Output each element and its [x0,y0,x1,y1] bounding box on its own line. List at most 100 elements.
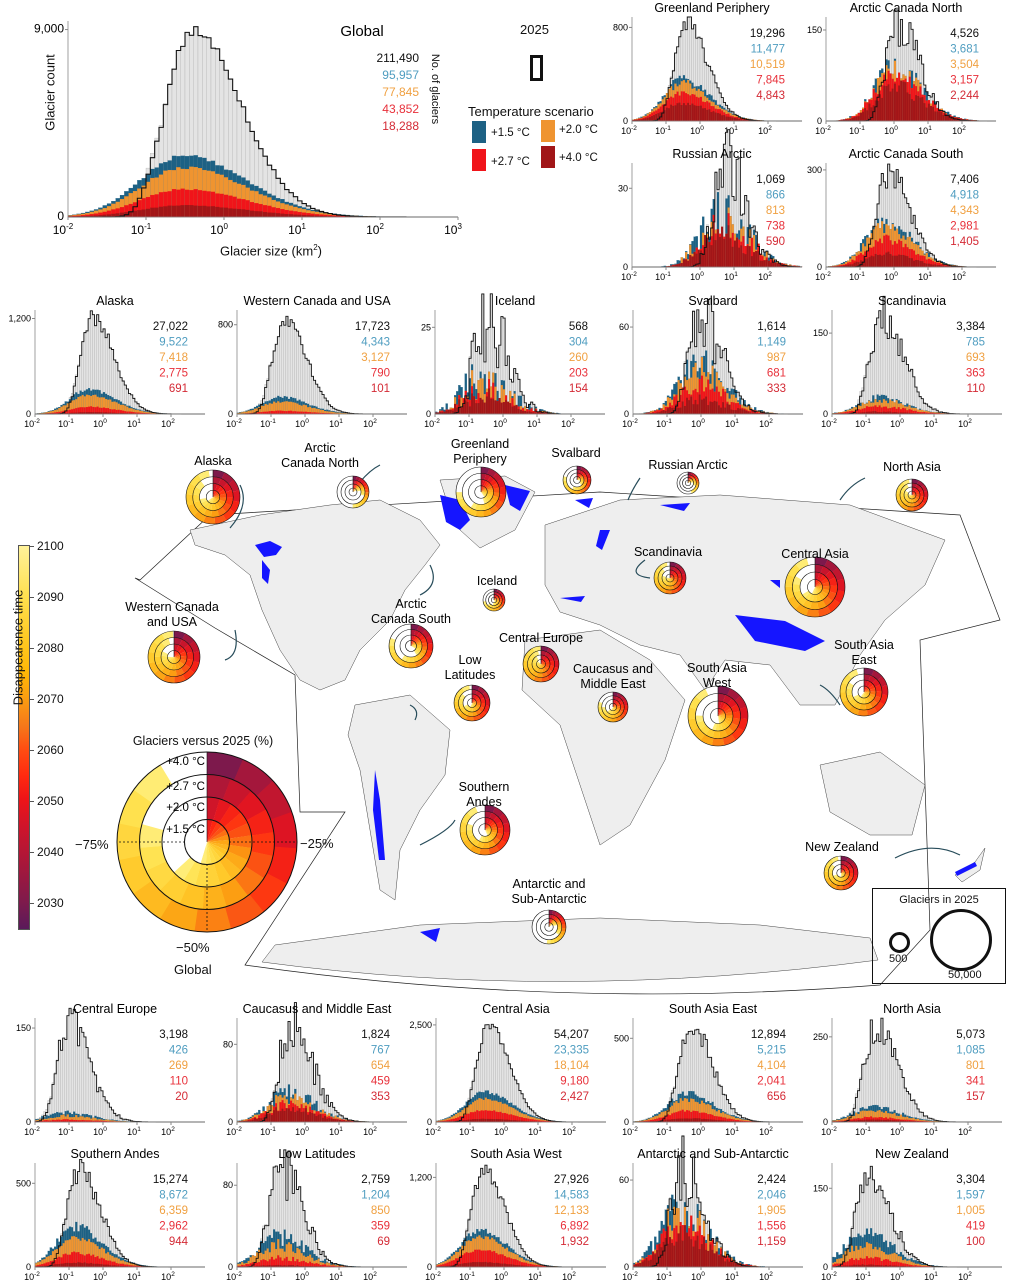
bar-scenario-4-0 [485,396,489,415]
bar-scenario-4-0 [691,103,694,122]
bar-scenario-4-0 [141,209,147,218]
bar-scenario-4-0 [688,400,691,415]
x-tick-exponent: -1 [68,1126,74,1133]
bar-scenario-4-0 [689,104,692,122]
count-value: 656 [767,1091,786,1103]
bar-total-current [68,1008,72,1123]
x-tick-exponent: 0 [223,222,228,231]
bar-scenario-4-0 [171,205,177,218]
y-tick-zero: 0 [57,209,64,223]
bar-scenario-4-0 [733,117,737,122]
count-value: 304 [569,337,589,349]
count-value: 738 [766,221,785,233]
x-tick-exponent: -1 [859,271,865,278]
bar-scenario-4-0 [678,263,681,268]
x-tick-exponent: -2 [631,271,637,278]
x-tick-label: 10-1 [260,1126,276,1137]
bar-scenario-4-0 [300,1112,303,1123]
panel-title: Iceland [495,294,535,308]
panel-title: South Asia East [669,1002,758,1016]
y-tick-label: 9,000 [34,22,64,36]
bar-scenario-4-0 [767,260,771,268]
bar-scenario-4-0 [700,399,704,415]
bar-scenario-4-0 [744,254,747,268]
bar-scenario-4-0 [683,405,687,415]
bar-scenario-4-0 [287,1108,291,1123]
bar-scenario-4-0 [294,1111,297,1123]
bar-scenario-4-0 [913,260,916,268]
bar-scenario-4-0 [885,252,888,268]
bar-scenario-4-0 [482,1118,485,1123]
bar-scenario-4-0 [284,213,290,218]
bar-scenario-4-0 [902,254,905,268]
bar-scenario-4-0 [694,399,697,415]
x-tick-exponent: 2 [373,1126,377,1133]
x-tick-exponent: 1 [537,418,541,425]
bar-scenario-4-0 [889,91,892,122]
bar-scenario-4-0 [672,105,675,122]
bar-scenario-4-0 [513,405,516,415]
bar-scenario-4-0 [906,256,909,268]
bar-scenario-4-0 [479,397,482,415]
y-tick-label: 30 [618,183,628,193]
bar-scenario-4-0 [724,407,727,415]
x-tick-label: 100 [690,271,704,282]
bar-scenario-4-0 [759,260,762,268]
bar-scenario-4-0 [253,1117,257,1123]
bar-total-current [85,1047,89,1123]
count-value: 866 [766,190,785,202]
count-value: 9,180 [560,1076,589,1088]
x-tick-exponent: 2 [373,418,377,425]
bar-scenario-4-0 [932,106,935,122]
panel-title: Central Asia [482,1002,549,1016]
x-tick-label: 102 [758,271,772,282]
y-tick-label: 150 [813,328,828,338]
bar-scenario-4-0 [296,1110,299,1123]
x-tick-exponent: -1 [859,125,865,132]
bar-scenario-4-0 [708,242,711,268]
count-value: 19,296 [750,28,785,40]
x-tick-label: 100 [884,271,898,282]
x-tick-label: 10-1 [459,1126,475,1137]
bar-scenario-4-0 [913,100,916,122]
bar-scenario-4-0 [219,207,225,218]
count-value: 27,022 [153,321,188,333]
bar-scenario-4-0 [714,240,718,268]
bar-scenario-4-0 [745,410,748,415]
x-tick-label: 10-1 [855,418,871,429]
bar-scenario-4-0 [940,111,943,122]
x-tick-exponent: 2 [962,271,966,278]
bar-scenario-4-0 [471,393,474,415]
x-tick-label: 10-2 [24,418,40,429]
count-value: 693 [966,352,985,364]
bar-scenario-4-0 [721,226,724,268]
bar-scenario-4-0 [927,103,931,122]
bar-scenario-4-0 [277,1111,280,1123]
bar-scenario-4-0 [765,259,769,268]
x-tick-exponent: -2 [632,1126,638,1133]
x-tick-exponent: 2 [962,125,966,132]
bar-scenario-4-0 [868,257,871,268]
count-value: 4,918 [950,190,979,202]
x-tick-label: 10-2 [622,418,638,429]
x-tick-label: 10-1 [656,1126,672,1137]
bar-scenario-4-0 [908,257,912,268]
bar-scenario-4-0 [283,1110,286,1123]
bar-scenario-4-0 [887,84,890,122]
panel-title: Greenland Periphery [654,1,770,15]
y-tick-zero: 0 [228,409,233,419]
x-tick-label: 102 [759,418,773,429]
bar-total-current [92,1071,95,1123]
bar-scenario-4-0 [703,1118,706,1123]
x-tick-exponent: 0 [701,418,705,425]
bar-scenario-4-0 [249,210,255,218]
bar-scenario-4-0 [716,229,720,268]
bar-scenario-4-0 [702,252,705,268]
count-value: 95,957 [382,68,419,82]
bar-scenario-4-0 [197,205,203,218]
count-value: 4,526 [950,28,979,40]
count-value: 691 [169,383,188,395]
